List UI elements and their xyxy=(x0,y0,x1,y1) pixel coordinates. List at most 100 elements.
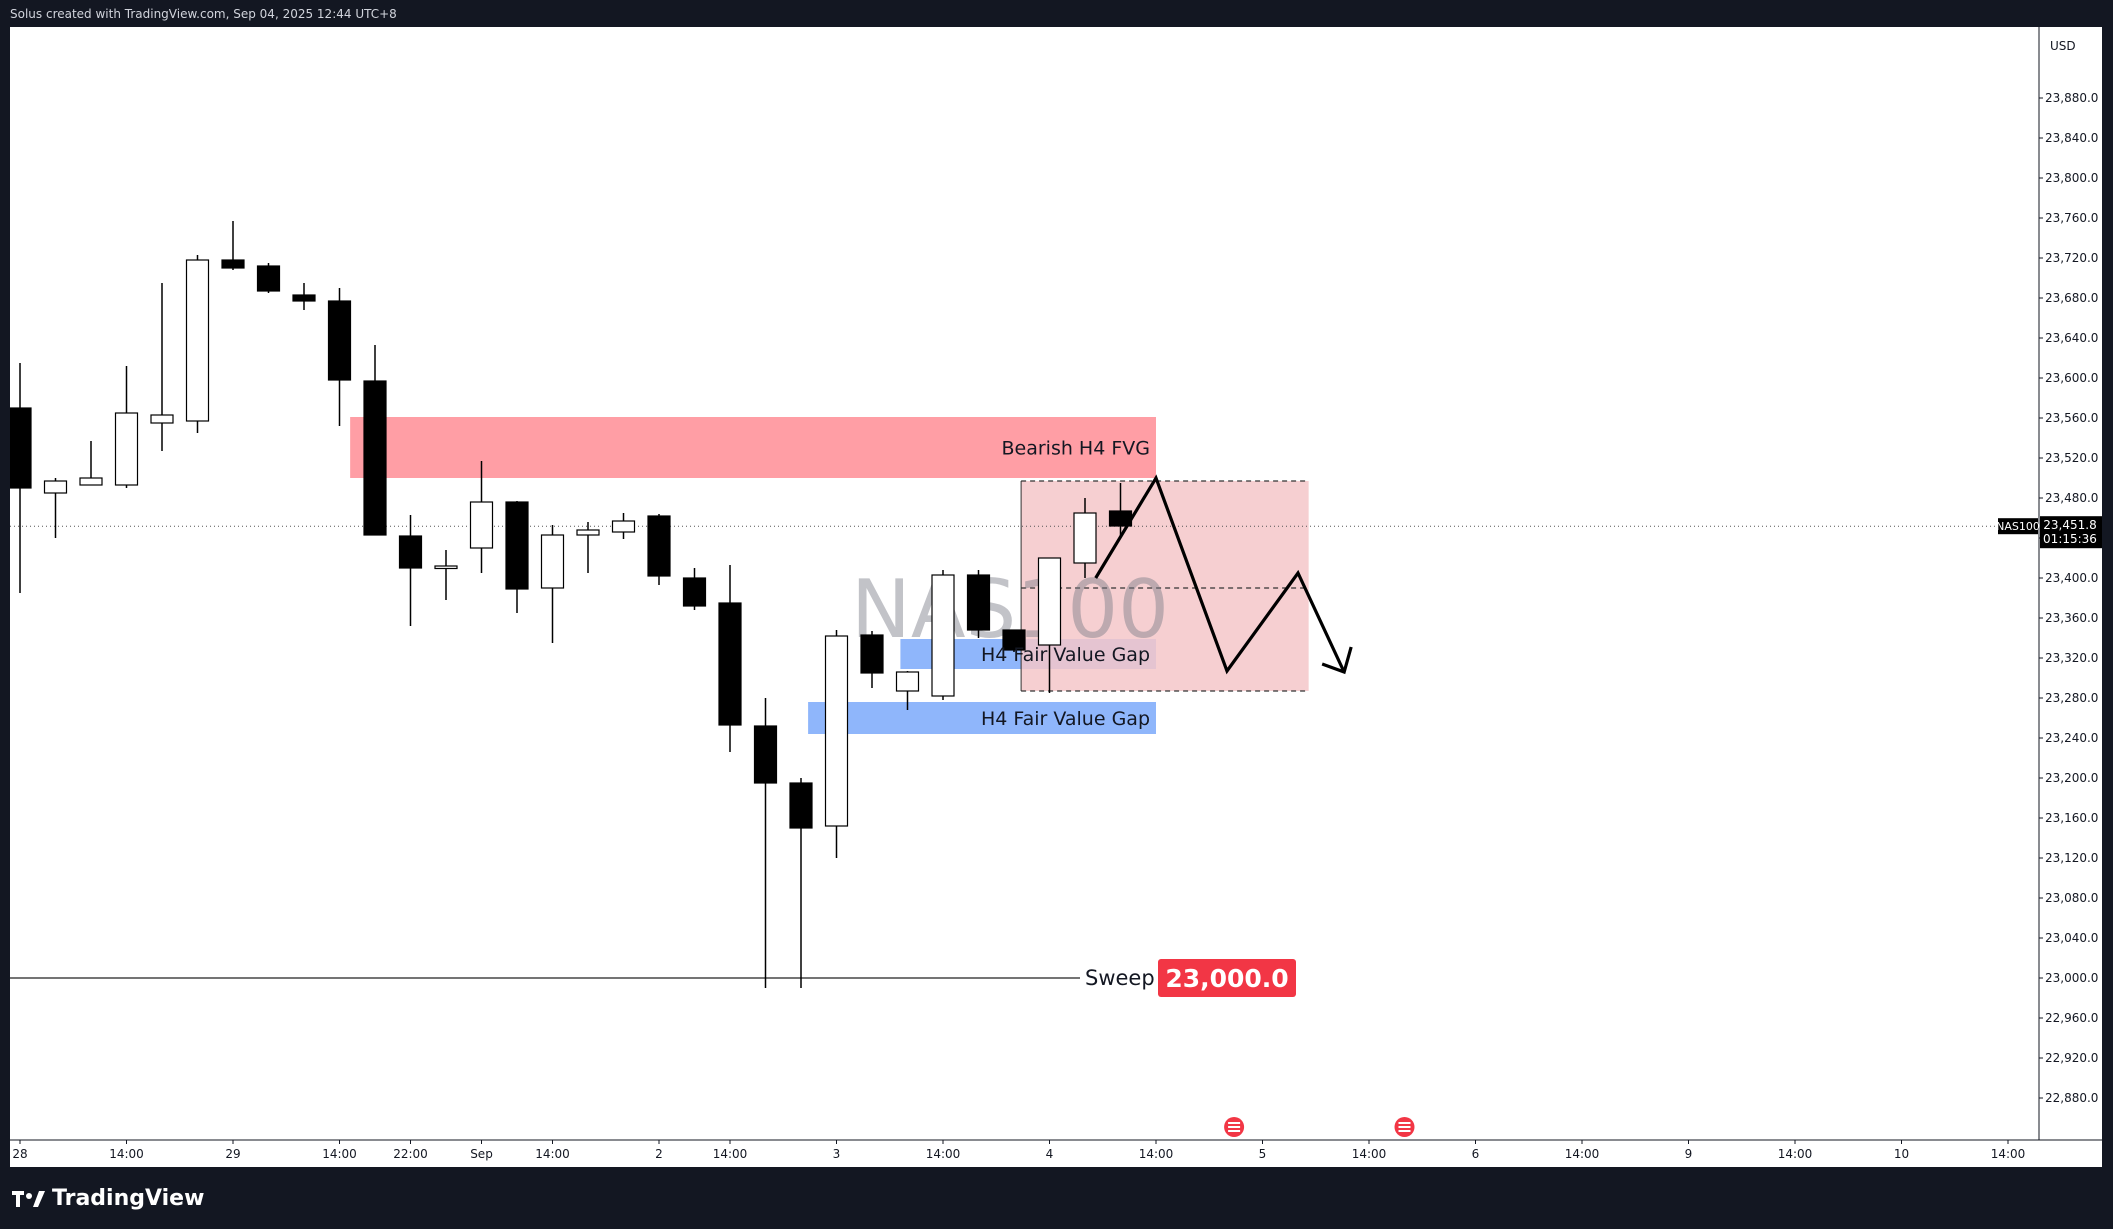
fvg-zone-2[interactable] xyxy=(808,702,1156,734)
x-tick-label: 14:00 xyxy=(1778,1147,1813,1161)
x-tick-label: 14:00 xyxy=(713,1147,748,1161)
candle-body xyxy=(43,480,68,494)
candle-1[interactable] xyxy=(43,478,68,538)
candle-body xyxy=(292,294,316,302)
y-tick-label: 23,480.0 xyxy=(2045,491,2098,505)
candle-23[interactable] xyxy=(824,630,849,858)
candle-9[interactable] xyxy=(327,288,352,426)
candle-body xyxy=(505,501,529,590)
y-tick-label: 23,360.0 xyxy=(2045,611,2098,625)
candle-15[interactable] xyxy=(540,525,565,643)
event-flag-icon[interactable] xyxy=(1224,1117,1245,1137)
candle-28[interactable] xyxy=(1002,629,1026,652)
candlestick-chart[interactable]: Sweep 23,000.0 NAS100 Bearish H4 FVG H4 Fa… xyxy=(8,27,2102,1167)
candle-body xyxy=(718,602,742,726)
sweep-badge xyxy=(1158,959,1296,997)
tradingview-logo-icon xyxy=(12,1190,45,1207)
tradingview-logo[interactable]: TradingView xyxy=(12,1186,204,1211)
x-tick-label: 14:00 xyxy=(1139,1147,1174,1161)
candle-body xyxy=(611,520,636,533)
candle-body xyxy=(1073,512,1097,564)
projection-zone[interactable] xyxy=(1021,481,1309,691)
candle-body xyxy=(221,259,245,269)
candle-16[interactable] xyxy=(576,522,600,573)
x-tick-label: 29 xyxy=(225,1147,240,1161)
y-tick-label: 23,320.0 xyxy=(2045,651,2098,665)
candle-13[interactable] xyxy=(469,461,494,573)
candle-2[interactable] xyxy=(79,441,103,486)
y-tick-label: 23,760.0 xyxy=(2045,211,2098,225)
y-tick-label: 23,880.0 xyxy=(2045,91,2098,105)
candle-body xyxy=(327,300,352,381)
candle-body xyxy=(895,671,920,692)
candle-body xyxy=(1002,629,1026,651)
candle-8[interactable] xyxy=(292,283,316,310)
candle-7[interactable] xyxy=(256,263,281,293)
x-tick-label: 10 xyxy=(1894,1147,1909,1161)
candle-27[interactable] xyxy=(966,570,991,638)
candle-body xyxy=(398,535,423,569)
candle-6[interactable] xyxy=(221,221,245,270)
fvg-zone-0[interactable] xyxy=(350,417,1156,478)
x-tick-label: 3 xyxy=(833,1147,841,1161)
candle-29[interactable] xyxy=(1037,557,1062,693)
current-price-value: 23,451.8 xyxy=(2043,518,2096,532)
x-tick-label: Sep xyxy=(470,1147,493,1161)
sweep-label: Sweep xyxy=(1085,966,1155,990)
candle-18[interactable] xyxy=(647,514,671,585)
candle-body xyxy=(8,407,32,489)
candle-body xyxy=(540,534,565,589)
candle-body xyxy=(256,265,281,292)
x-tick-label: 14:00 xyxy=(1565,1147,1600,1161)
y-tick-label: 22,880.0 xyxy=(2045,1091,2098,1105)
candle-body xyxy=(185,259,210,422)
candle-11[interactable] xyxy=(398,515,423,626)
y-tick-label: 23,840.0 xyxy=(2045,131,2098,145)
candle-5[interactable] xyxy=(185,255,210,433)
candle-25[interactable] xyxy=(895,671,920,710)
symbol-badge xyxy=(1998,518,2038,535)
y-tick-label: 23,560.0 xyxy=(2045,411,2098,425)
candle-4[interactable] xyxy=(150,283,174,451)
x-tick-label: 4 xyxy=(1046,1147,1054,1161)
top-bar: Solus created with TradingView.com, Sep … xyxy=(0,0,2113,27)
event-flag-icon[interactable] xyxy=(1394,1117,1415,1137)
candle-17[interactable] xyxy=(611,513,636,539)
candle-26[interactable] xyxy=(931,570,955,700)
sweep-value: 23,000.0 xyxy=(1165,964,1288,993)
y-tick-label: 23,680.0 xyxy=(2045,291,2098,305)
candle-0[interactable] xyxy=(8,363,32,593)
projection-path[interactable] xyxy=(1094,474,1346,675)
sweep-layer: Sweep 23,000.0 xyxy=(10,959,1296,997)
brand-name: TradingView xyxy=(52,1186,205,1211)
candle-body xyxy=(824,635,849,827)
chart-frame: Sweep 23,000.0 NAS100 Bearish H4 FVG H4 Fa… xyxy=(8,27,2102,1167)
candle-countdown: 01:15:36 xyxy=(2043,532,2097,546)
y-tick-label: 23,040.0 xyxy=(2045,931,2098,945)
y-tick-label: 23,640.0 xyxy=(2045,331,2098,345)
x-tick-label: 6 xyxy=(1472,1147,1480,1161)
candle-body xyxy=(434,565,458,570)
projection-path-layer xyxy=(1094,474,1353,675)
candle-22[interactable] xyxy=(789,778,813,988)
candle-10[interactable] xyxy=(363,345,387,536)
event-flag-stripe xyxy=(1228,1126,1241,1128)
candle-12[interactable] xyxy=(434,550,458,600)
x-tick-label: 5 xyxy=(1259,1147,1267,1161)
candle-20[interactable] xyxy=(718,565,742,752)
y-tick-label: 23,800.0 xyxy=(2045,171,2098,185)
y-tick-label: 23,720.0 xyxy=(2045,251,2098,265)
event-flag-stripe xyxy=(1228,1130,1241,1132)
candle-3[interactable] xyxy=(114,366,139,488)
candle-14[interactable] xyxy=(505,501,529,613)
candle-21[interactable] xyxy=(753,698,778,988)
candle-body xyxy=(966,574,991,631)
candle-30[interactable] xyxy=(1073,498,1097,578)
candle-19[interactable] xyxy=(682,568,707,610)
y-tick-label: 22,960.0 xyxy=(2045,1011,2098,1025)
y-tick-label: 23,080.0 xyxy=(2045,891,2098,905)
candle-24[interactable] xyxy=(860,631,884,688)
candle-body xyxy=(114,412,139,486)
y-tick-label: 23,400.0 xyxy=(2045,571,2098,585)
zone-label-1: H4 Fair Value Gap xyxy=(981,644,1150,666)
